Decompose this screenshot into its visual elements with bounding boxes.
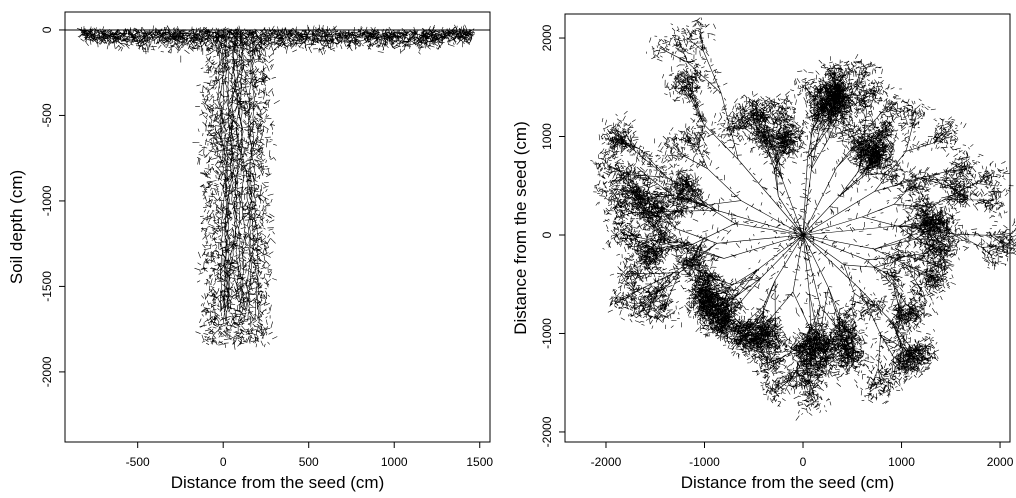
y-tick-label: -1500: [40, 271, 54, 302]
x-axis-label: Distance from the seed (cm): [681, 473, 895, 492]
y-tick-label: -500: [40, 103, 54, 127]
y-tick-label: 1000: [540, 123, 554, 150]
x-tick-label: -1000: [689, 455, 720, 469]
x-tick-label: 1000: [888, 455, 915, 469]
x-axis-label: Distance from the seed (cm): [171, 473, 385, 492]
y-tick-label: 0: [40, 26, 54, 33]
x-tick-label: 0: [800, 455, 807, 469]
y-tick-label: -1000: [40, 185, 54, 216]
y-tick-label: 0: [540, 231, 554, 238]
x-tick-label: 500: [299, 455, 319, 469]
x-tick-label: 1500: [466, 455, 493, 469]
root-system: [76, 24, 475, 350]
x-tick-label: 1000: [381, 455, 408, 469]
y-tick-label: -1000: [540, 318, 554, 349]
y-tick-label: -2000: [40, 356, 54, 387]
x-tick-label: -500: [126, 455, 150, 469]
x-tick-label: 2000: [987, 455, 1014, 469]
plot-frame: [64, 11, 491, 443]
y-tick-label: 2000: [540, 24, 554, 51]
y-axis-label: Soil depth (cm): [7, 170, 26, 284]
plot-frame: [564, 13, 1011, 443]
x-tick-label: -2000: [591, 455, 622, 469]
y-tick-label: -2000: [540, 416, 554, 447]
root-system: [590, 17, 1016, 421]
y-axis-label: Distance from the seed (cm): [511, 121, 530, 335]
x-tick-label: 0: [220, 455, 227, 469]
